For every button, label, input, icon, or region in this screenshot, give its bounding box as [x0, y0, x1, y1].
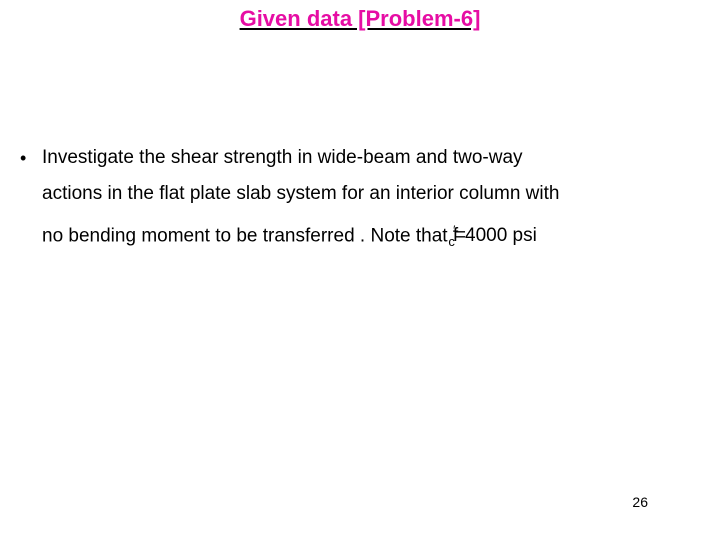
slide-title: Given data [Problem-6]	[0, 6, 720, 32]
bullet-line-3: no bending moment to be transferred . No…	[42, 225, 453, 246]
title-text: Given data [Problem-6]	[240, 6, 481, 31]
bullet-item: • Investigate the shear strength in wide…	[18, 140, 692, 260]
page-number: 26	[632, 494, 648, 510]
slide: Given data [Problem-6] • Investigate the…	[0, 0, 720, 540]
bullet-marker: •	[18, 140, 42, 176]
formula-eq: =	[455, 225, 465, 246]
formula: f′c=4000 psi	[453, 225, 537, 246]
bullet-line-2: actions in the flat plate slab system fo…	[42, 183, 559, 204]
body-area: • Investigate the shear strength in wide…	[18, 140, 692, 260]
formula-val: 4000 psi	[465, 225, 537, 246]
bullet-line-1: Investigate the shear strength in wide-b…	[42, 147, 523, 168]
bullet-text: Investigate the shear strength in wide-b…	[42, 140, 692, 260]
